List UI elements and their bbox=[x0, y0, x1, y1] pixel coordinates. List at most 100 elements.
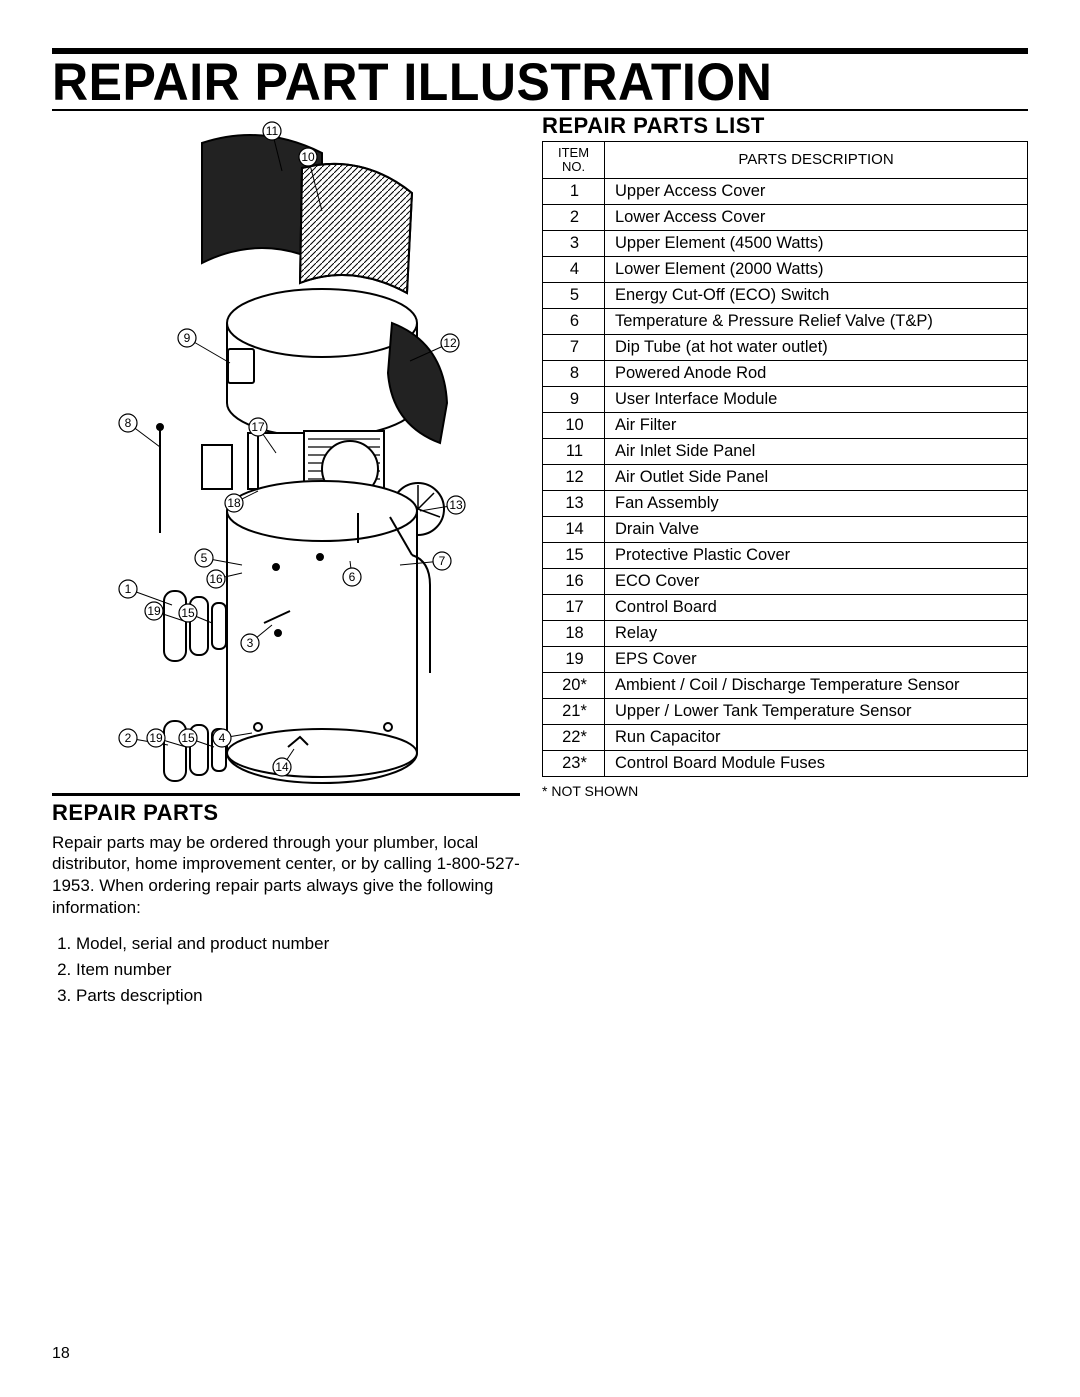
description-cell: Upper / Lower Tank Temperature Sensor bbox=[605, 699, 1028, 725]
item-number-cell: 15 bbox=[543, 543, 605, 569]
svg-text:19: 19 bbox=[149, 731, 163, 745]
item-number-cell: 7 bbox=[543, 335, 605, 361]
table-row: 18Relay bbox=[543, 621, 1028, 647]
svg-text:17: 17 bbox=[251, 420, 265, 434]
item-number-cell: 10 bbox=[543, 413, 605, 439]
item-number-cell: 4 bbox=[543, 257, 605, 283]
item-number-cell: 6 bbox=[543, 309, 605, 335]
page-title: REPAIR PART ILLUSTRATION bbox=[52, 55, 1028, 110]
table-row: 9User Interface Module bbox=[543, 387, 1028, 413]
svg-text:6: 6 bbox=[349, 570, 356, 584]
svg-text:3: 3 bbox=[247, 636, 254, 650]
description-cell: Powered Anode Rod bbox=[605, 361, 1028, 387]
svg-text:13: 13 bbox=[449, 498, 463, 512]
right-column: REPAIR PARTS LIST ITEM NO. PARTS DESCRIP… bbox=[542, 113, 1028, 1010]
item-number-cell: 8 bbox=[543, 361, 605, 387]
description-cell: Air Filter bbox=[605, 413, 1028, 439]
table-row: 1Upper Access Cover bbox=[543, 179, 1028, 205]
item-number-cell: 9 bbox=[543, 387, 605, 413]
description-cell: Fan Assembly bbox=[605, 491, 1028, 517]
description-cell: Air Outlet Side Panel bbox=[605, 465, 1028, 491]
table-row: 21*Upper / Lower Tank Temperature Sensor bbox=[543, 699, 1028, 725]
exploded-diagram: 111091281718135167611915321915414 bbox=[52, 113, 520, 793]
description-cell: Upper Access Cover bbox=[605, 179, 1028, 205]
table-row: 22*Run Capacitor bbox=[543, 725, 1028, 751]
item-number-cell: 3 bbox=[543, 231, 605, 257]
page-number: 18 bbox=[52, 1345, 70, 1363]
svg-text:8: 8 bbox=[125, 416, 132, 430]
svg-text:1: 1 bbox=[125, 582, 132, 596]
item-number-cell: 1 bbox=[543, 179, 605, 205]
table-row: 14Drain Valve bbox=[543, 517, 1028, 543]
description-cell: Upper Element (4500 Watts) bbox=[605, 231, 1028, 257]
description-cell: Drain Valve bbox=[605, 517, 1028, 543]
svg-text:7: 7 bbox=[439, 554, 446, 568]
table-row: 11Air Inlet Side Panel bbox=[543, 439, 1028, 465]
repair-parts-paragraph: Repair parts may be ordered through your… bbox=[52, 832, 520, 919]
item-number-cell: 5 bbox=[543, 283, 605, 309]
item-number-cell: 2 bbox=[543, 205, 605, 231]
table-row: 3Upper Element (4500 Watts) bbox=[543, 231, 1028, 257]
table-row: 6Temperature & Pressure Relief Valve (T&… bbox=[543, 309, 1028, 335]
left-column: 111091281718135167611915321915414 REPAIR… bbox=[52, 113, 520, 1010]
svg-text:10: 10 bbox=[301, 150, 315, 164]
col-description: PARTS DESCRIPTION bbox=[605, 141, 1028, 179]
svg-text:5: 5 bbox=[201, 551, 208, 565]
svg-text:4: 4 bbox=[219, 731, 226, 745]
svg-text:15: 15 bbox=[181, 731, 195, 745]
description-cell: Ambient / Coil / Discharge Temperature S… bbox=[605, 673, 1028, 699]
table-row: 10Air Filter bbox=[543, 413, 1028, 439]
item-number-cell: 21* bbox=[543, 699, 605, 725]
description-cell: EPS Cover bbox=[605, 647, 1028, 673]
svg-text:11: 11 bbox=[266, 124, 279, 138]
description-cell: Relay bbox=[605, 621, 1028, 647]
item-number-cell: 20* bbox=[543, 673, 605, 699]
diagram-svg: 111091281718135167611915321915414 bbox=[52, 113, 520, 793]
table-row: 13Fan Assembly bbox=[543, 491, 1028, 517]
parts-table: ITEM NO. PARTS DESCRIPTION 1Upper Access… bbox=[542, 141, 1028, 778]
description-cell: Air Inlet Side Panel bbox=[605, 439, 1028, 465]
not-shown-footnote: * NOT SHOWN bbox=[542, 783, 1028, 799]
col-item-no: ITEM NO. bbox=[543, 141, 605, 179]
parts-list-heading: REPAIR PARTS LIST bbox=[542, 113, 1028, 139]
svg-text:14: 14 bbox=[275, 760, 289, 774]
description-cell: Dip Tube (at hot water outlet) bbox=[605, 335, 1028, 361]
description-cell: Lower Element (2000 Watts) bbox=[605, 257, 1028, 283]
table-row: 15Protective Plastic Cover bbox=[543, 543, 1028, 569]
table-row: 20*Ambient / Coil / Discharge Temperatur… bbox=[543, 673, 1028, 699]
columns: 111091281718135167611915321915414 REPAIR… bbox=[52, 113, 1028, 1010]
page: REPAIR PART ILLUSTRATION bbox=[0, 0, 1080, 1397]
description-cell: Temperature & Pressure Relief Valve (T&P… bbox=[605, 309, 1028, 335]
table-row: 4Lower Element (2000 Watts) bbox=[543, 257, 1028, 283]
table-row: 8Powered Anode Rod bbox=[543, 361, 1028, 387]
item-number-cell: 16 bbox=[543, 569, 605, 595]
item-number-cell: 14 bbox=[543, 517, 605, 543]
svg-text:16: 16 bbox=[209, 572, 223, 586]
item-number-cell: 17 bbox=[543, 595, 605, 621]
table-row: 7Dip Tube (at hot water outlet) bbox=[543, 335, 1028, 361]
item-number-cell: 12 bbox=[543, 465, 605, 491]
list-item: Parts description bbox=[76, 983, 520, 1009]
repair-parts-heading: REPAIR PARTS bbox=[52, 800, 520, 826]
svg-text:19: 19 bbox=[147, 604, 161, 618]
ordering-info-list: Model, serial and product number Item nu… bbox=[52, 931, 520, 1010]
description-cell: Control Board bbox=[605, 595, 1028, 621]
table-row: 17Control Board bbox=[543, 595, 1028, 621]
table-row: 16ECO Cover bbox=[543, 569, 1028, 595]
item-number-cell: 18 bbox=[543, 621, 605, 647]
item-number-cell: 22* bbox=[543, 725, 605, 751]
svg-text:18: 18 bbox=[227, 496, 241, 510]
description-cell: ECO Cover bbox=[605, 569, 1028, 595]
table-row: 12Air Outlet Side Panel bbox=[543, 465, 1028, 491]
description-cell: Energy Cut-Off (ECO) Switch bbox=[605, 283, 1028, 309]
left-sub-rule bbox=[52, 793, 520, 796]
description-cell: Run Capacitor bbox=[605, 725, 1028, 751]
item-number-cell: 19 bbox=[543, 647, 605, 673]
svg-text:15: 15 bbox=[181, 606, 195, 620]
description-cell: User Interface Module bbox=[605, 387, 1028, 413]
list-item: Model, serial and product number bbox=[76, 931, 520, 957]
description-cell: Control Board Module Fuses bbox=[605, 751, 1028, 777]
svg-text:2: 2 bbox=[125, 731, 132, 745]
description-cell: Protective Plastic Cover bbox=[605, 543, 1028, 569]
list-item: Item number bbox=[76, 957, 520, 983]
